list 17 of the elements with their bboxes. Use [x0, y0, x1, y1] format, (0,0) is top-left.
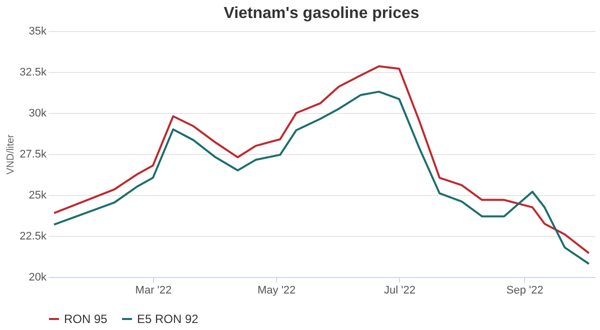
y-tick-label: 30k	[28, 108, 47, 120]
y-tick-label: 27.5k	[20, 148, 47, 160]
x-tick-label: Sep '22	[506, 284, 544, 296]
y-tick-label: 32.5k	[20, 66, 47, 78]
y-tick-label: 22.5k	[20, 230, 47, 242]
line-series	[53, 65, 590, 254]
x-tick-label: Jul '22	[384, 284, 416, 296]
x-tick-label: Mar '22	[135, 284, 172, 296]
legend-label: RON 95	[64, 312, 108, 326]
line-series	[53, 90, 590, 265]
chart-title: Vietnam's gasoline prices	[224, 5, 420, 22]
legend-label: E5 RON 92	[137, 312, 199, 326]
y-axis-title: VND/liter	[6, 134, 17, 175]
x-tick-label: May '22	[257, 284, 296, 296]
y-tick-label: 35k	[28, 26, 47, 38]
y-tick-label: 25k	[28, 190, 47, 202]
y-tick-label: 20k	[28, 272, 47, 284]
